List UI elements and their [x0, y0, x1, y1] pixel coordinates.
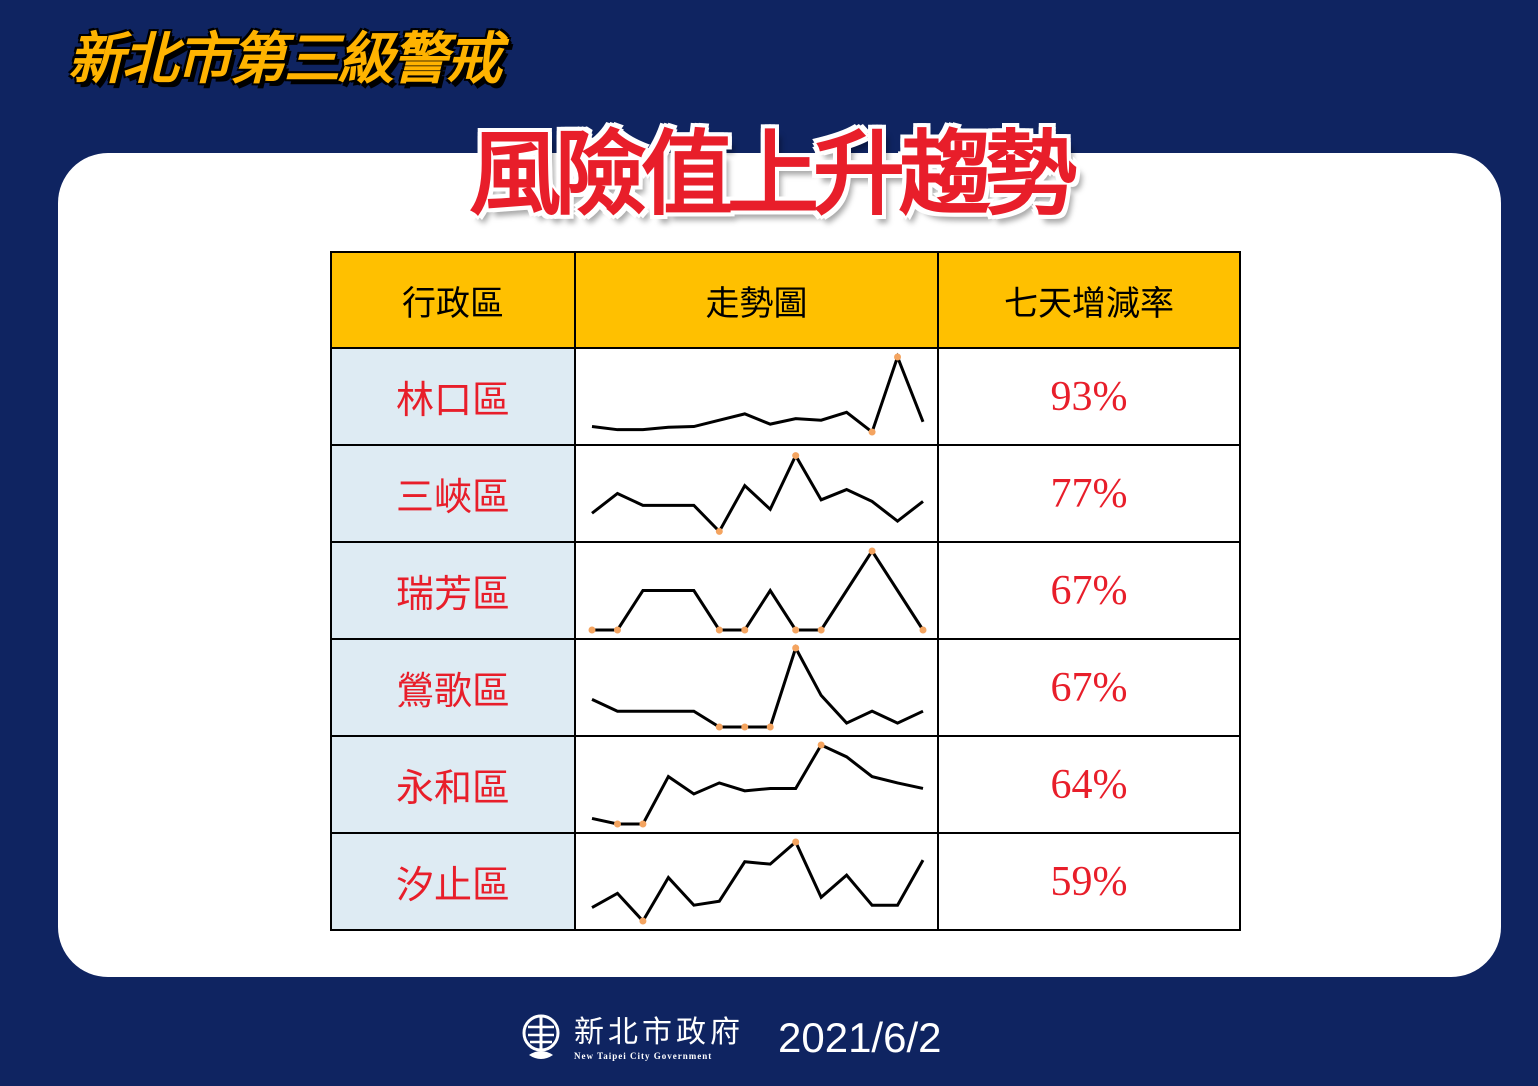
sparkline-low-marker	[766, 723, 774, 731]
trend-sparkline-cell	[574, 541, 939, 640]
sparkline-low-marker	[715, 527, 723, 535]
sparkline-low-marker	[715, 723, 723, 731]
risk-trend-table: 行政區 走勢圖 七天增減率 林口區 93% 三峽區 77% 瑞芳區 67% 鶯歌…	[330, 251, 1241, 931]
trend-sparkline-cell	[574, 444, 939, 543]
alert-level-title: 新北市第三級警戒	[68, 27, 502, 92]
sparkline-line	[592, 548, 925, 632]
new-taipei-logo-icon	[522, 1014, 560, 1059]
trend-sparkline	[588, 547, 927, 634]
main-title: 風險值上升趨勢	[468, 121, 1077, 228]
seven-day-rate: 67%	[937, 541, 1241, 640]
district-name: 永和區	[330, 735, 576, 834]
sparkline-low-marker	[817, 626, 825, 634]
district-name: 三峽區	[330, 444, 576, 543]
sparkline-high-marker	[792, 838, 800, 846]
table-row: 瑞芳區 67%	[330, 541, 1241, 640]
sparkline-line	[591, 743, 924, 826]
district-name: 鶯歌區	[330, 638, 576, 737]
org-name-english: New Taipei City Government	[574, 1051, 713, 1061]
table-row: 汐止區 59%	[330, 832, 1241, 931]
district-name: 林口區	[330, 347, 576, 446]
trend-sparkline	[591, 741, 924, 828]
sparkline-low-marker	[715, 626, 723, 634]
district-name: 瑞芳區	[330, 541, 576, 640]
sparkline-low-marker	[741, 626, 749, 634]
sparkline-low-marker	[588, 626, 596, 634]
seven-day-rate: 67%	[937, 638, 1241, 737]
sparkline-low-marker	[919, 626, 927, 634]
trend-sparkline-cell	[574, 347, 939, 446]
seven-day-rate: 77%	[937, 444, 1241, 543]
column-header-district: 行政區	[330, 251, 576, 349]
district-name: 汐止區	[330, 832, 576, 931]
trend-sparkline-cell	[574, 735, 939, 834]
table-row: 永和區 64%	[330, 735, 1241, 834]
sparkline-line	[591, 839, 925, 924]
seven-day-rate: 59%	[937, 832, 1241, 931]
sparkline-low-marker	[639, 820, 647, 828]
table-row: 三峽區 77%	[330, 444, 1241, 543]
report-date: 2021/6/2	[778, 1014, 942, 1061]
seven-day-rate: 64%	[937, 735, 1241, 834]
sparkline-line	[591, 352, 925, 435]
sparkline-high-marker	[817, 741, 825, 749]
sparkline-line	[591, 452, 924, 534]
sparkline-high-marker	[792, 644, 800, 652]
table-row: 林口區 93%	[330, 347, 1241, 446]
sparkline-low-marker	[792, 626, 800, 634]
sparkline-low-marker	[868, 428, 876, 436]
sparkline-high-marker	[792, 452, 800, 460]
trend-sparkline	[591, 838, 925, 925]
org-name: 新北市政府	[574, 1015, 744, 1050]
sparkline-line	[591, 644, 924, 729]
table-row: 鶯歌區 67%	[330, 638, 1241, 737]
table-header-row: 行政區 走勢圖 七天增減率	[330, 251, 1241, 349]
sparkline-low-marker	[613, 820, 621, 828]
sparkline-high-marker	[894, 353, 902, 361]
footer: 新北市政府 New Taipei City Government 2021/6/…	[520, 1006, 942, 1070]
org-block: 新北市政府 New Taipei City Government	[574, 1015, 744, 1061]
column-header-trend: 走勢圖	[574, 251, 939, 349]
trend-sparkline-cell	[574, 832, 939, 931]
trend-sparkline	[591, 352, 925, 436]
trend-sparkline	[591, 452, 924, 535]
trend-sparkline-cell	[574, 638, 939, 737]
sparkline-high-marker	[868, 547, 876, 555]
column-header-rate: 七天增減率	[937, 251, 1241, 349]
trend-sparkline	[591, 644, 924, 731]
sparkline-low-marker	[741, 723, 749, 731]
sparkline-low-marker	[639, 917, 647, 925]
sparkline-low-marker	[613, 626, 621, 634]
seven-day-rate: 93%	[937, 347, 1241, 446]
